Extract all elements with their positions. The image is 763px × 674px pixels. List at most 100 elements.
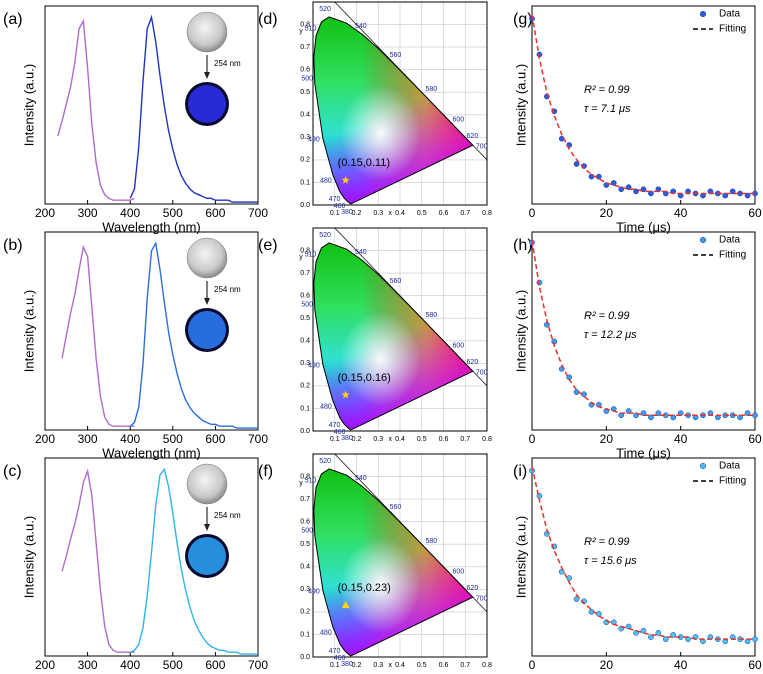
y-tick-label: 0.4 (300, 338, 310, 345)
wavelength-label: 620 (467, 359, 479, 366)
x-tick-label: 0.2 (352, 662, 362, 669)
data-point (610, 180, 617, 186)
x-tick-label: 400 (120, 206, 140, 220)
wavelength-label: 480 (320, 178, 332, 185)
data-point (648, 190, 654, 197)
wavelength-label: 540 (355, 23, 367, 30)
legend-label: Data (719, 235, 741, 246)
wavelength-label: 470 (329, 196, 341, 203)
y-tick-label: 0.1 (300, 179, 310, 186)
y-axis-label: Intensity (a.u.) (513, 64, 528, 146)
data-point (662, 636, 669, 642)
panel-label: (g) (513, 11, 533, 28)
data-point (752, 636, 758, 642)
wavelength-label: 560 (390, 278, 402, 285)
legend-label: Fitting (719, 24, 746, 35)
wavelength-label: 500 (301, 302, 313, 309)
x-tick-label: 0.8 (482, 210, 492, 217)
x-tick-label: 20 (600, 206, 614, 220)
x-tick-label: 0.1 (330, 436, 340, 443)
wavelength-label: 470 (329, 648, 341, 655)
x-tick-label: 700 (248, 432, 268, 446)
x-tick-label: 0.3 (373, 436, 383, 443)
wavelength-label: 600 (452, 117, 464, 124)
annotation: R² = 0.99 (584, 84, 630, 96)
x-tick-label: 20 (600, 432, 614, 446)
x-axis-label: Time (μs) (616, 671, 671, 674)
wavelength-label: 700 (476, 369, 488, 376)
spectrum-line (129, 467, 258, 655)
glow-photo (188, 311, 226, 349)
plot-frame (44, 5, 259, 205)
data-point (640, 627, 647, 634)
x-axis-label: Time (μs) (616, 219, 671, 234)
x-tick-label: 500 (163, 206, 183, 220)
panel-label: (e) (258, 237, 278, 254)
legend-marker (699, 236, 707, 244)
wavelength-label: 580 (425, 86, 437, 93)
wavelength-label: 470 (329, 422, 341, 429)
x-tick-label: 600 (205, 206, 225, 220)
plot-frame (44, 457, 259, 657)
y-tick-label: 0.3 (300, 360, 310, 367)
x-tick-label: 60 (748, 206, 762, 220)
x-axis-label: Time (μs) (616, 445, 671, 460)
x-axis-label: x (388, 662, 392, 669)
data-point (566, 575, 573, 581)
wavelength-label: 490 (308, 136, 320, 143)
wavelength-label: 500 (301, 528, 313, 535)
y-tick-label: 0.4 (300, 564, 310, 571)
data-point (648, 414, 654, 421)
annotation: R² = 0.99 (584, 536, 630, 548)
x-tick-label: 0.1 (330, 662, 340, 669)
legend-marker (699, 462, 707, 470)
y-tick-label: 0.2 (300, 383, 310, 390)
inset-label: 254 nm (214, 285, 241, 294)
annotation: τ = 15.6 μs (584, 555, 637, 567)
x-tick-label: 0.4 (395, 662, 405, 669)
diagonal-line (334, 1, 488, 161)
panel-label: (d) (258, 11, 278, 28)
wavelength-label: 460 (334, 203, 346, 210)
x-tick-label: 0.4 (395, 436, 405, 443)
x-tick-label: 0.1 (330, 210, 340, 217)
x-tick-label: 0 (529, 658, 536, 672)
x-tick-label: 200 (35, 432, 55, 446)
gamut-fill (313, 16, 473, 204)
gamut-fill (313, 468, 473, 656)
wavelength-label: 460 (334, 655, 346, 662)
legend-label: Fitting (719, 476, 746, 487)
data-point (655, 410, 662, 416)
powder-photo (186, 463, 228, 505)
wavelength-label: 500 (301, 76, 313, 83)
panel-label: (b) (3, 237, 23, 254)
y-axis-label: y (299, 480, 303, 487)
data-point (744, 192, 751, 199)
panel-label: (i) (513, 463, 527, 480)
data-point (752, 412, 758, 419)
data-point (648, 634, 654, 640)
wavelength-label: 510 (305, 25, 317, 32)
y-axis-label: Intensity (a.u.) (513, 290, 528, 372)
wavelength-label: 380 (341, 209, 353, 216)
x-tick-label: 600 (205, 658, 225, 672)
x-tick-label: 60 (748, 432, 762, 446)
wavelength-label: 620 (467, 585, 479, 592)
wavelength-label: 380 (341, 435, 353, 442)
data-point (744, 410, 751, 416)
arrow-head (204, 298, 210, 305)
plot-frame (312, 1, 488, 206)
wavelength-label: 580 (425, 312, 437, 319)
x-tick-label: 300 (78, 658, 98, 672)
x-tick-label: 0.2 (352, 210, 362, 217)
wavelength-label: 560 (390, 504, 402, 511)
spectrum-line (129, 14, 258, 203)
y-tick-label: 0.8 (300, 247, 310, 254)
y-tick-label: 0.8 (300, 21, 310, 28)
wavelength-label: 460 (334, 429, 346, 436)
x-tick-label: 40 (674, 206, 688, 220)
x-tick-label: 0.7 (460, 436, 470, 443)
data-point (655, 629, 662, 636)
x-tick-label: 500 (163, 658, 183, 672)
